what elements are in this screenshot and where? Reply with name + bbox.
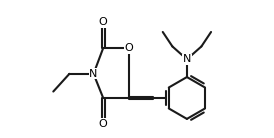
- Text: O: O: [125, 43, 133, 53]
- Text: O: O: [99, 119, 108, 129]
- Text: N: N: [183, 54, 191, 64]
- Text: N: N: [89, 69, 98, 79]
- Text: O: O: [99, 17, 108, 27]
